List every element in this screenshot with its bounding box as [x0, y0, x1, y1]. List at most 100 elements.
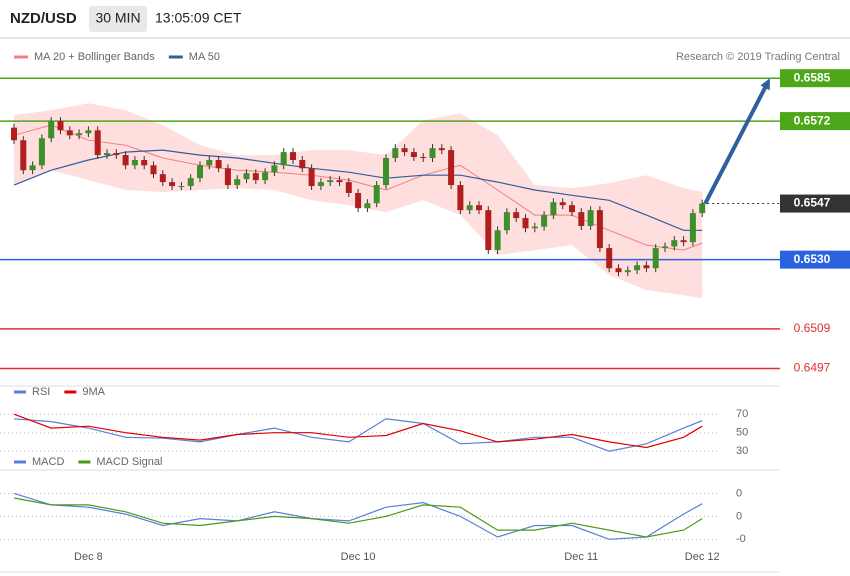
candle-body [57, 121, 64, 131]
candle-body [643, 265, 650, 269]
candle-body [178, 186, 185, 188]
candle-body [197, 165, 203, 179]
candle-body [141, 160, 148, 166]
candle-body [262, 172, 269, 181]
level-label-box [780, 112, 850, 131]
level-label: 0.6547 [794, 196, 831, 210]
x-tick-label: Dec 11 [564, 551, 598, 563]
candle-body [476, 205, 482, 211]
candle-body [624, 270, 631, 273]
level-label: 0.6572 [794, 113, 831, 127]
candle-body [652, 248, 659, 269]
y-tick-label: 0 [736, 510, 742, 522]
candle-body [392, 148, 399, 159]
candle-body [29, 165, 36, 171]
level-label-box [780, 69, 850, 88]
candle-body [76, 133, 83, 136]
level-label: 0.6497 [794, 361, 831, 375]
forecast-arrow [703, 82, 770, 205]
legend-label: MACD [32, 456, 64, 468]
time: 13:05:09 CET [155, 10, 242, 26]
candle-body [513, 212, 520, 219]
candle-body [308, 168, 315, 187]
candle-body [224, 168, 231, 186]
candle-body [243, 173, 250, 180]
candle-body [336, 180, 343, 183]
candle-body [327, 180, 334, 183]
interval: 30 MIN [95, 10, 140, 26]
candle-body [457, 185, 464, 211]
candle-body [66, 130, 73, 136]
candle-body [503, 212, 510, 231]
legend-label: MACD Signal [96, 456, 162, 468]
candle-body [466, 205, 473, 211]
candle-body [438, 148, 445, 151]
level-label-box [780, 250, 850, 269]
candle-body [587, 210, 594, 226]
arrow-head [760, 78, 770, 91]
candle-body [104, 153, 110, 156]
candle-body [271, 165, 278, 173]
candle-body [569, 205, 575, 213]
credit: Research © 2019 Trading Central [676, 51, 840, 63]
candle-body [206, 160, 213, 166]
candle-body [187, 178, 194, 187]
candle-body [317, 182, 324, 187]
candle-body [373, 185, 380, 204]
x-tick-label: Dec 12 [685, 551, 720, 563]
candle-body [252, 173, 259, 181]
candle-body [345, 182, 352, 193]
candle-body [150, 165, 157, 175]
candle-body [494, 230, 501, 251]
legend-label: RSI [32, 386, 50, 398]
candle-body [159, 174, 166, 183]
candle-body [522, 218, 529, 229]
level-label: 0.6585 [794, 70, 831, 84]
candle-body [401, 148, 408, 153]
candle-body [234, 179, 241, 186]
candle-body [615, 268, 622, 273]
candle-body [94, 130, 101, 156]
candle-body [420, 157, 427, 159]
candle-body [169, 182, 176, 187]
overlay-line [13, 149, 703, 231]
candle-body [383, 158, 389, 186]
candle-body [85, 130, 92, 134]
candle-body [429, 148, 436, 159]
interval-box [89, 6, 147, 32]
candle-body [131, 160, 138, 166]
indicator-line [13, 497, 703, 538]
y-tick-label: 0 [736, 487, 742, 499]
candle-body [290, 152, 296, 161]
candle-body [355, 193, 362, 209]
candle-body [606, 248, 613, 269]
legend-label: MA 50 [189, 51, 220, 63]
indicator-line [13, 492, 703, 540]
x-tick-label: Dec 10 [341, 551, 376, 563]
level-label: 0.6530 [794, 252, 831, 266]
candle-body [596, 210, 603, 249]
candle-body [531, 226, 538, 229]
candle-body [364, 203, 371, 209]
candle-body [689, 213, 696, 243]
candle-body [448, 150, 455, 186]
candle-body [11, 127, 17, 141]
candle-body [38, 138, 45, 166]
candle-body [671, 240, 678, 247]
y-tick-label: 30 [736, 445, 748, 457]
candle-body [299, 160, 306, 169]
candle-body [20, 140, 27, 171]
level-label-box [780, 194, 850, 213]
candle-body [485, 210, 492, 251]
candle-body [215, 160, 222, 169]
x-tick-label: Dec 8 [74, 551, 103, 563]
candle-body [680, 240, 687, 243]
candle-body [410, 152, 417, 158]
candle-body [634, 265, 641, 271]
indicator-line [13, 413, 703, 449]
legend-label: 9MA [82, 386, 105, 398]
candle-body [113, 153, 120, 156]
candle-body [550, 202, 557, 216]
